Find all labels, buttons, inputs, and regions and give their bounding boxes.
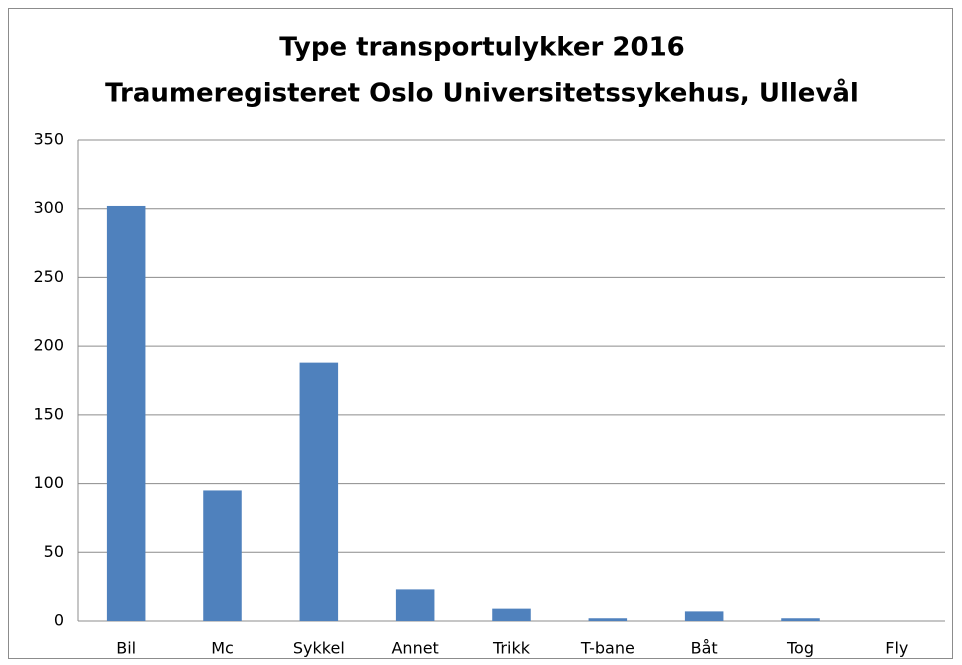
bar <box>203 490 242 621</box>
bar <box>106 205 146 622</box>
x-tick-label: Båt <box>691 639 718 658</box>
chart-border <box>8 8 953 659</box>
x-tick-label: Mc <box>211 639 234 658</box>
y-tick-label: 0 <box>54 611 64 630</box>
x-tick-label: Tog <box>786 639 814 658</box>
bar <box>395 589 435 621</box>
x-tick-label: Trikk <box>492 639 531 658</box>
bar <box>684 611 724 621</box>
x-tick-label: Annet <box>391 639 438 658</box>
x-tick-label: Sykkel <box>293 639 345 658</box>
chart-title: Type transportulykker 2016 <box>279 33 685 63</box>
x-tick-label: T-bane <box>580 639 635 658</box>
bar <box>299 362 339 621</box>
y-tick-label: 200 <box>33 336 64 355</box>
y-tick-label: 100 <box>33 473 64 492</box>
bar <box>492 608 531 621</box>
bar <box>781 618 820 621</box>
y-tick-label: 300 <box>33 198 64 217</box>
y-tick-label: 50 <box>44 542 64 561</box>
y-tick-label: 150 <box>33 404 64 423</box>
chart-subtitle: Traumeregisteret Oslo Universitetssykehu… <box>105 77 859 109</box>
x-tick-label: Fly <box>885 639 908 658</box>
y-tick-label: 350 <box>33 130 64 149</box>
x-tick-label: Bil <box>116 639 136 658</box>
bar <box>588 618 628 621</box>
y-tick-label: 250 <box>33 267 64 286</box>
